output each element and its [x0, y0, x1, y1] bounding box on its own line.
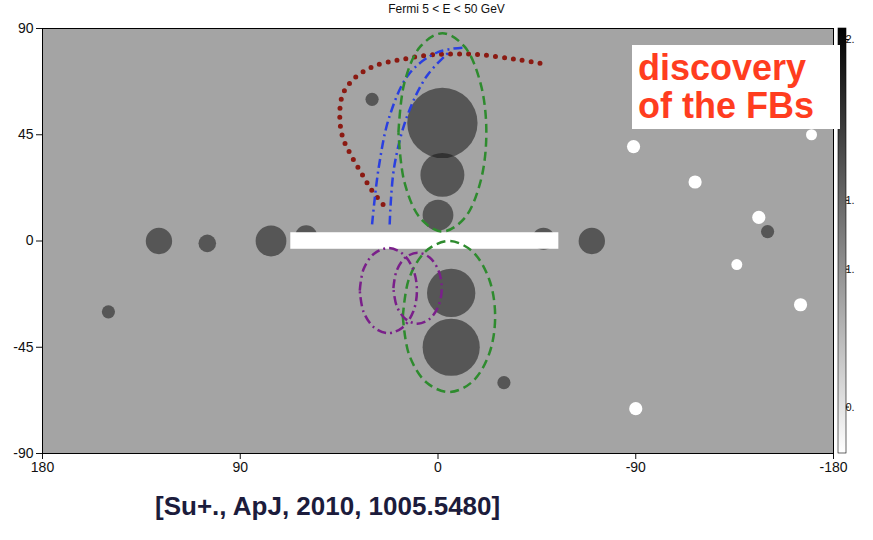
- svg-text:90: 90: [18, 20, 34, 36]
- svg-text:90: 90: [232, 459, 248, 475]
- svg-text:0.: 0.: [845, 401, 854, 413]
- svg-text:0: 0: [26, 232, 34, 248]
- svg-text:-45: -45: [13, 339, 33, 355]
- html-text:Fermi 5 < E < 50 GeV: Fermi 5 < E < 50 GeV: [388, 2, 505, 16]
- html-text:[Su+., ApJ, 2010, 1005.5480]: [Su+., ApJ, 2010, 1005.5480]: [155, 491, 501, 521]
- svg-text:0: 0: [434, 459, 442, 475]
- svg-text:-90: -90: [13, 445, 34, 461]
- svg-text:1.: 1.: [845, 194, 854, 206]
- svg-text:45: 45: [18, 126, 34, 142]
- svg-text:-180: -180: [819, 459, 847, 475]
- svg-text:2.: 2.: [845, 33, 854, 45]
- svg-text:-90: -90: [626, 459, 646, 475]
- svg-text:1.: 1.: [845, 263, 854, 275]
- html-text:discovery of the FBs: discovery of the FBs: [638, 47, 814, 126]
- svg-text:180: 180: [31, 459, 55, 475]
